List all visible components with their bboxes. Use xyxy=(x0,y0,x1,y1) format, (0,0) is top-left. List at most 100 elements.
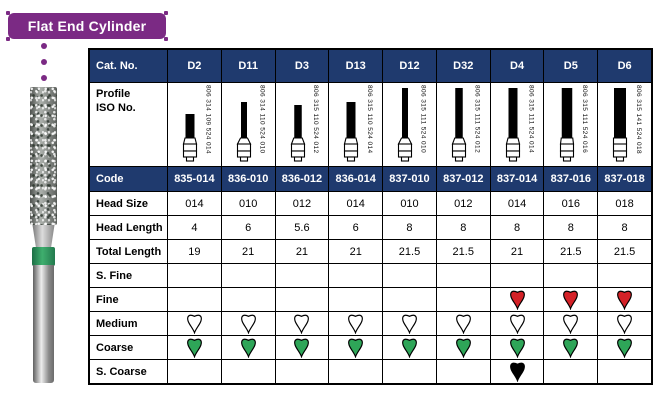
total-length-D2: 19 xyxy=(167,239,221,263)
total-length-D32: 21.5 xyxy=(435,239,490,263)
medium-D6 xyxy=(597,311,651,335)
grit-drop-icon xyxy=(563,338,579,358)
s-fine-D3 xyxy=(274,263,329,287)
dot-icon xyxy=(41,75,47,81)
code-D2: 835-014 xyxy=(167,166,221,191)
coarse-D12 xyxy=(382,335,436,359)
s-fine-D11 xyxy=(220,263,275,287)
iso-number: 806 315 110 524 012 xyxy=(312,85,320,154)
grit-drop-icon xyxy=(294,338,310,358)
coarse-label: Coarse xyxy=(90,335,167,359)
head-length-D13: 6 xyxy=(328,215,383,239)
s-coarse-D4 xyxy=(489,359,544,383)
total-length-D3: 21 xyxy=(274,239,329,263)
total-length-D6: 21.5 xyxy=(597,239,651,263)
head-size-D12: 010 xyxy=(382,191,436,215)
s-fine-row: S. Fine xyxy=(90,263,651,287)
profile-row: Profile ISO No. 806 314 109 524 014 806 3… xyxy=(90,82,651,166)
code-D11: 836-010 xyxy=(220,166,275,191)
grit-drop-icon xyxy=(186,314,202,334)
fine-D2 xyxy=(167,287,221,311)
fine-D4 xyxy=(489,287,544,311)
head-length-D4: 8 xyxy=(489,215,544,239)
coarse-row: Coarse xyxy=(90,335,651,359)
s-coarse-D12 xyxy=(382,359,436,383)
s-coarse-D6 xyxy=(597,359,651,383)
medium-D12 xyxy=(382,311,436,335)
cat-no-D32: D32 xyxy=(435,50,490,82)
total-length-D4: 21 xyxy=(489,239,544,263)
section-banner: Flat End Cylinder xyxy=(6,11,168,41)
head-length-D11: 6 xyxy=(220,215,275,239)
banner-ornament xyxy=(6,11,10,15)
bur-profile-icon xyxy=(236,102,252,162)
code-D12: 837-010 xyxy=(382,166,436,191)
bur-profile-icon xyxy=(182,114,198,162)
iso-number: 806 315 111 524 014 xyxy=(527,85,535,154)
profile-D32: 806 315 111 524 012 xyxy=(435,82,490,166)
dot-icon xyxy=(41,59,47,65)
s-coarse-D2 xyxy=(167,359,221,383)
bur-neck xyxy=(32,225,55,248)
total-length-D13: 21 xyxy=(328,239,383,263)
total-length-D11: 21 xyxy=(220,239,275,263)
medium-row: Medium xyxy=(90,311,651,335)
head-size-D11: 010 xyxy=(220,191,275,215)
profile-D13: 806 315 110 524 014 xyxy=(328,82,383,166)
profile-D5: 806 315 111 524 016 xyxy=(543,82,598,166)
grit-drop-icon xyxy=(617,290,632,310)
medium-D32 xyxy=(435,311,490,335)
grit-drop-icon xyxy=(563,314,579,334)
head-size-D2: 014 xyxy=(167,191,221,215)
s-fine-D5 xyxy=(543,263,598,287)
head-length-row: Head Length 4 6 5.6 6 8 8 8 8 8 xyxy=(90,215,651,239)
s-coarse-D13 xyxy=(328,359,383,383)
iso-number: 806 315 110 524 014 xyxy=(365,85,373,154)
cat-no-D4: D4 xyxy=(489,50,544,82)
s-coarse-row: S. Coarse xyxy=(90,359,651,383)
banner-ornament xyxy=(164,37,168,41)
iso-number: 806 315 111 524 016 xyxy=(581,85,589,154)
grit-drop-icon xyxy=(509,362,525,382)
cat-no-D12: D12 xyxy=(382,50,436,82)
grit-drop-icon xyxy=(509,290,525,310)
profile-D11: 806 314 110 524 010 xyxy=(220,82,275,166)
bur-profile-icon xyxy=(397,88,413,162)
code-label: Code xyxy=(90,166,167,191)
fine-D6 xyxy=(597,287,651,311)
head-size-label: Head Size xyxy=(90,191,167,215)
grit-drop-icon xyxy=(617,338,632,358)
bur-profile-icon xyxy=(613,88,628,162)
coarse-D3 xyxy=(274,335,329,359)
spec-table: Cat. No. D2 D11 D3 D13 D12 D32 D4 D5 D6 Profile … xyxy=(88,48,653,385)
bur-profile-icon xyxy=(344,102,359,162)
head-size-D6: 018 xyxy=(597,191,651,215)
coarse-D13 xyxy=(328,335,383,359)
head-length-D5: 8 xyxy=(543,215,598,239)
profile-D2: 806 314 109 524 014 xyxy=(167,82,221,166)
grit-drop-icon xyxy=(294,314,310,334)
s-fine-D4 xyxy=(489,263,544,287)
grit-drop-icon xyxy=(455,338,471,358)
bur-shank xyxy=(33,265,54,383)
decorative-dots xyxy=(41,43,48,81)
iso-number: 806 314 109 524 014 xyxy=(204,85,212,155)
grit-drop-icon xyxy=(186,338,202,358)
medium-D13 xyxy=(328,311,383,335)
coarse-D11 xyxy=(220,335,275,359)
head-length-D2: 4 xyxy=(167,215,221,239)
medium-D11 xyxy=(220,311,275,335)
cat-no-D13: D13 xyxy=(328,50,382,82)
cat-no-D11: D11 xyxy=(220,50,275,82)
medium-D2 xyxy=(167,311,221,335)
grit-drop-icon xyxy=(402,338,417,358)
fine-D12 xyxy=(382,287,436,311)
coarse-D4 xyxy=(489,335,544,359)
profile-D4: 806 315 111 524 014 xyxy=(489,82,544,166)
header-row: Cat. No. D2 D11 D3 D13 D12 D32 D4 D5 D6 xyxy=(90,50,651,82)
banner-ornament xyxy=(6,37,10,41)
head-size-row: Head Size 014 010 012 014 010 012 014 016 018 xyxy=(90,191,651,215)
coarse-D6 xyxy=(597,335,651,359)
medium-D3 xyxy=(274,311,329,335)
